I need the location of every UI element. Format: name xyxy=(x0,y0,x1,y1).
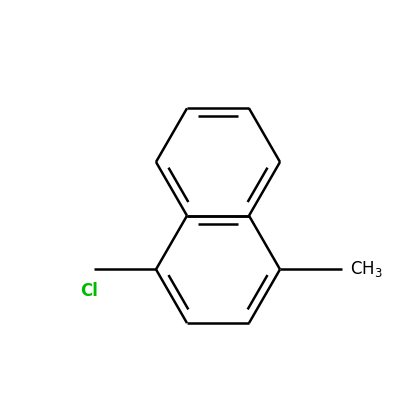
Text: Cl: Cl xyxy=(80,282,98,300)
Text: CH$_3$: CH$_3$ xyxy=(350,259,383,279)
